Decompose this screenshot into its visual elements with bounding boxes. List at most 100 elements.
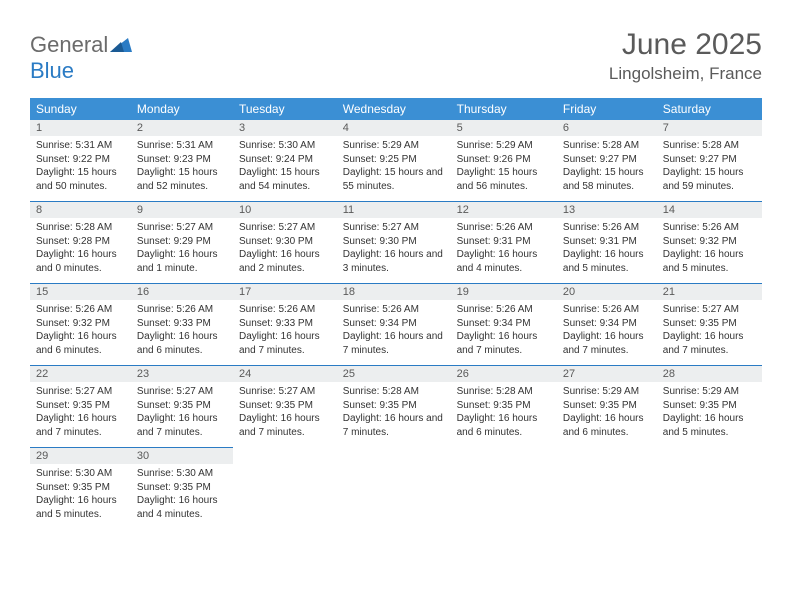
day-content-cell: Sunrise: 5:27 AMSunset: 9:35 PMDaylight:… [233,382,337,448]
day-content-cell: Sunrise: 5:27 AMSunset: 9:35 PMDaylight:… [30,382,131,448]
day-content-cell: Sunrise: 5:26 AMSunset: 9:32 PMDaylight:… [657,218,762,284]
day-number-cell [657,448,762,465]
day-content-cell: Sunrise: 5:26 AMSunset: 9:31 PMDaylight:… [557,218,657,284]
day-number-cell: 21 [657,284,762,301]
day-number-cell: 12 [451,202,557,219]
day-content-cell [451,464,557,529]
sunset-text: Sunset: 9:34 PM [457,317,551,331]
sunset-text: Sunset: 9:31 PM [563,235,651,249]
sunrise-text: Sunrise: 5:26 AM [36,303,125,317]
day-content-cell: Sunrise: 5:26 AMSunset: 9:34 PMDaylight:… [557,300,657,366]
daylight-text: Daylight: 15 hours and 59 minutes. [663,166,756,193]
sunset-text: Sunset: 9:25 PM [343,153,445,167]
day-number-cell: 13 [557,202,657,219]
daylight-text: Daylight: 16 hours and 7 minutes. [343,330,445,357]
sunrise-text: Sunrise: 5:28 AM [457,385,551,399]
header: General Blue June 2025 Lingolsheim, Fran… [30,28,762,84]
daylight-text: Daylight: 16 hours and 7 minutes. [457,330,551,357]
day-content-cell: Sunrise: 5:26 AMSunset: 9:31 PMDaylight:… [451,218,557,284]
day-content-cell: Sunrise: 5:28 AMSunset: 9:28 PMDaylight:… [30,218,131,284]
content-row: Sunrise: 5:26 AMSunset: 9:32 PMDaylight:… [30,300,762,366]
dayhead-saturday: Saturday [657,98,762,120]
day-content-cell: Sunrise: 5:26 AMSunset: 9:33 PMDaylight:… [131,300,233,366]
sunrise-text: Sunrise: 5:26 AM [457,221,551,235]
sunrise-text: Sunrise: 5:27 AM [239,221,331,235]
day-content-cell: Sunrise: 5:27 AMSunset: 9:30 PMDaylight:… [233,218,337,284]
day-content-cell: Sunrise: 5:30 AMSunset: 9:35 PMDaylight:… [30,464,131,529]
sunrise-text: Sunrise: 5:28 AM [663,139,756,153]
day-number-cell: 18 [337,284,451,301]
sunset-text: Sunset: 9:35 PM [36,481,125,495]
day-number-cell: 24 [233,366,337,383]
day-content-cell: Sunrise: 5:31 AMSunset: 9:22 PMDaylight:… [30,136,131,202]
day-content-cell: Sunrise: 5:29 AMSunset: 9:35 PMDaylight:… [557,382,657,448]
sunset-text: Sunset: 9:31 PM [457,235,551,249]
sunset-text: Sunset: 9:27 PM [663,153,756,167]
daylight-text: Daylight: 16 hours and 1 minute. [137,248,227,275]
day-number-cell: 7 [657,120,762,136]
sunset-text: Sunset: 9:28 PM [36,235,125,249]
sunset-text: Sunset: 9:35 PM [457,399,551,413]
day-number-cell: 3 [233,120,337,136]
daylight-text: Daylight: 16 hours and 6 minutes. [563,412,651,439]
sunset-text: Sunset: 9:32 PM [663,235,756,249]
daylight-text: Daylight: 16 hours and 2 minutes. [239,248,331,275]
day-content-cell: Sunrise: 5:28 AMSunset: 9:27 PMDaylight:… [657,136,762,202]
day-content-cell: Sunrise: 5:29 AMSunset: 9:25 PMDaylight:… [337,136,451,202]
day-number-cell: 5 [451,120,557,136]
sunrise-text: Sunrise: 5:27 AM [239,385,331,399]
day-content-cell [557,464,657,529]
daylight-text: Daylight: 16 hours and 7 minutes. [343,412,445,439]
day-content-cell: Sunrise: 5:27 AMSunset: 9:35 PMDaylight:… [657,300,762,366]
daylight-text: Daylight: 16 hours and 5 minutes. [36,494,125,521]
title-block: June 2025 Lingolsheim, France [609,28,762,84]
day-number-cell: 14 [657,202,762,219]
day-content-cell: Sunrise: 5:30 AMSunset: 9:24 PMDaylight:… [233,136,337,202]
sunrise-text: Sunrise: 5:27 AM [137,385,227,399]
sunrise-text: Sunrise: 5:26 AM [663,221,756,235]
day-number-cell: 17 [233,284,337,301]
sunset-text: Sunset: 9:35 PM [663,317,756,331]
sunset-text: Sunset: 9:30 PM [343,235,445,249]
sunrise-text: Sunrise: 5:28 AM [36,221,125,235]
day-number-cell [337,448,451,465]
logo-text-blue: Blue [30,58,74,83]
sunrise-text: Sunrise: 5:29 AM [457,139,551,153]
sunrise-text: Sunrise: 5:26 AM [239,303,331,317]
day-content-cell: Sunrise: 5:29 AMSunset: 9:35 PMDaylight:… [657,382,762,448]
daylight-text: Daylight: 15 hours and 50 minutes. [36,166,125,193]
sunset-text: Sunset: 9:33 PM [137,317,227,331]
dayhead-monday: Monday [131,98,233,120]
day-content-cell: Sunrise: 5:31 AMSunset: 9:23 PMDaylight:… [131,136,233,202]
sunset-text: Sunset: 9:33 PM [239,317,331,331]
day-header-row: Sunday Monday Tuesday Wednesday Thursday… [30,98,762,120]
daynum-row: 891011121314 [30,202,762,219]
sunrise-text: Sunrise: 5:27 AM [663,303,756,317]
sunrise-text: Sunrise: 5:26 AM [343,303,445,317]
daylight-text: Daylight: 16 hours and 5 minutes. [663,248,756,275]
sunrise-text: Sunrise: 5:30 AM [36,467,125,481]
daylight-text: Daylight: 16 hours and 4 minutes. [457,248,551,275]
sunrise-text: Sunrise: 5:30 AM [239,139,331,153]
daylight-text: Daylight: 16 hours and 7 minutes. [36,412,125,439]
sunset-text: Sunset: 9:24 PM [239,153,331,167]
day-content-cell [233,464,337,529]
day-number-cell: 4 [337,120,451,136]
day-number-cell: 23 [131,366,233,383]
day-content-cell: Sunrise: 5:28 AMSunset: 9:35 PMDaylight:… [451,382,557,448]
logo: General Blue [30,32,132,84]
day-content-cell: Sunrise: 5:27 AMSunset: 9:30 PMDaylight:… [337,218,451,284]
sunrise-text: Sunrise: 5:29 AM [663,385,756,399]
day-number-cell: 19 [451,284,557,301]
daylight-text: Daylight: 15 hours and 52 minutes. [137,166,227,193]
calendar-table: Sunday Monday Tuesday Wednesday Thursday… [30,98,762,529]
day-content-cell: Sunrise: 5:30 AMSunset: 9:35 PMDaylight:… [131,464,233,529]
sunset-text: Sunset: 9:22 PM [36,153,125,167]
day-number-cell: 9 [131,202,233,219]
sunrise-text: Sunrise: 5:27 AM [137,221,227,235]
sunset-text: Sunset: 9:35 PM [137,481,227,495]
daylight-text: Daylight: 16 hours and 4 minutes. [137,494,227,521]
daylight-text: Daylight: 16 hours and 6 minutes. [137,330,227,357]
month-title: June 2025 [609,28,762,62]
content-row: Sunrise: 5:28 AMSunset: 9:28 PM Daylight:… [30,218,762,284]
